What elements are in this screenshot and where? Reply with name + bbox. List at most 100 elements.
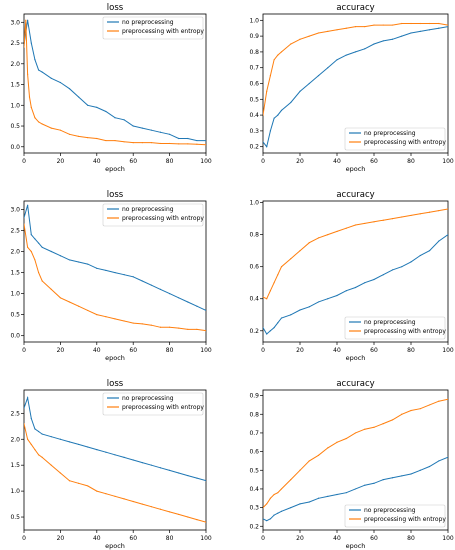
y-tick-label: 0.4 xyxy=(249,112,259,119)
data-point xyxy=(87,309,89,312)
data-point xyxy=(447,26,448,28)
data-point xyxy=(25,19,27,21)
data-point xyxy=(263,141,264,143)
data-point xyxy=(277,54,279,56)
legend-label: no preprocessing xyxy=(122,19,174,26)
data-point xyxy=(410,214,412,217)
data-point xyxy=(27,204,29,206)
data-point xyxy=(447,398,448,400)
data-point xyxy=(277,274,279,276)
legend-box xyxy=(344,127,446,151)
data-point xyxy=(59,129,62,131)
data-point xyxy=(187,474,189,477)
series-line xyxy=(24,224,206,332)
series-preprocessing-with-entropy xyxy=(263,398,448,509)
legend-box xyxy=(102,203,204,227)
data-point xyxy=(141,280,143,282)
x-tick-label: 40 xyxy=(93,535,101,542)
legend-label: no preprocessing xyxy=(364,319,416,326)
data-point xyxy=(169,133,171,135)
data-point xyxy=(30,250,32,253)
legend: no preprocessing preprocessing with entro… xyxy=(344,316,446,340)
data-point xyxy=(34,449,36,451)
x-tick-label: 60 xyxy=(129,158,137,165)
data-point xyxy=(68,133,71,135)
data-point xyxy=(59,472,62,474)
data-point xyxy=(273,326,275,329)
data-point xyxy=(187,328,189,330)
x-tick-label: 20 xyxy=(296,347,304,354)
y-tick-label: 1.5 xyxy=(10,82,20,89)
data-point xyxy=(345,227,347,229)
data-point xyxy=(438,27,440,29)
series-no-preprocessing xyxy=(24,395,206,482)
x-axis-label: epoch xyxy=(105,165,125,173)
x-axis-label: epoch xyxy=(105,542,125,550)
data-point xyxy=(277,322,279,324)
data-point xyxy=(41,123,43,125)
data-point xyxy=(438,22,440,25)
data-point xyxy=(50,250,52,253)
data-point xyxy=(169,142,171,145)
data-point xyxy=(28,96,31,98)
chart-title: accuracy xyxy=(336,190,374,200)
data-point xyxy=(27,73,29,75)
data-point xyxy=(280,488,283,490)
data-point xyxy=(24,423,25,425)
data-point xyxy=(317,301,320,303)
y-tick-label: 0.0 xyxy=(10,144,20,151)
legend-box xyxy=(102,392,204,416)
data-point xyxy=(114,495,116,497)
data-point xyxy=(24,223,25,225)
y-tick-label: 2.0 xyxy=(10,436,20,443)
series-line xyxy=(263,23,448,116)
data-point xyxy=(24,217,25,219)
series-no-preprocessing xyxy=(24,19,206,142)
data-point xyxy=(37,430,40,433)
data-point xyxy=(68,441,71,443)
x-axis-label: epoch xyxy=(105,354,125,362)
data-point xyxy=(354,51,357,53)
data-point xyxy=(438,400,440,402)
series-line xyxy=(263,234,448,335)
data-point xyxy=(345,27,347,29)
data-point xyxy=(114,454,116,456)
data-point xyxy=(50,464,52,466)
data-point xyxy=(96,314,98,316)
data-point xyxy=(159,508,162,510)
x-tick-label: 100 xyxy=(200,158,212,165)
data-point xyxy=(273,59,275,61)
data-point xyxy=(373,278,375,281)
series-line xyxy=(24,205,206,311)
data-point xyxy=(373,221,375,223)
data-point xyxy=(419,408,421,410)
y-tick-label: 0.5 xyxy=(10,312,20,319)
data-point xyxy=(280,109,283,111)
data-point xyxy=(87,137,89,139)
data-point xyxy=(78,135,80,138)
data-point xyxy=(87,485,89,487)
data-point xyxy=(87,104,89,106)
data-point xyxy=(59,255,62,257)
y-tick-label: 1.0 xyxy=(10,291,20,298)
series-preprocessing-with-entropy xyxy=(263,208,448,300)
data-point xyxy=(391,38,394,40)
data-point xyxy=(317,497,320,499)
legend-label: preprocessing with entropy xyxy=(364,328,446,335)
legend-label: preprocessing with entropy xyxy=(364,139,446,146)
y-tick-label: 1.5 xyxy=(10,270,20,277)
data-point xyxy=(373,24,375,26)
data-point xyxy=(159,467,162,469)
x-tick-label: 60 xyxy=(370,535,378,542)
data-point xyxy=(169,511,171,513)
data-point xyxy=(273,282,275,284)
data-point xyxy=(105,110,107,113)
data-point xyxy=(410,261,412,263)
data-point xyxy=(159,326,162,328)
x-tick-label: 60 xyxy=(129,535,137,542)
x-tick-label: 80 xyxy=(166,535,174,542)
data-point xyxy=(447,234,448,236)
chart-title: accuracy xyxy=(336,3,374,13)
data-point xyxy=(30,417,32,420)
